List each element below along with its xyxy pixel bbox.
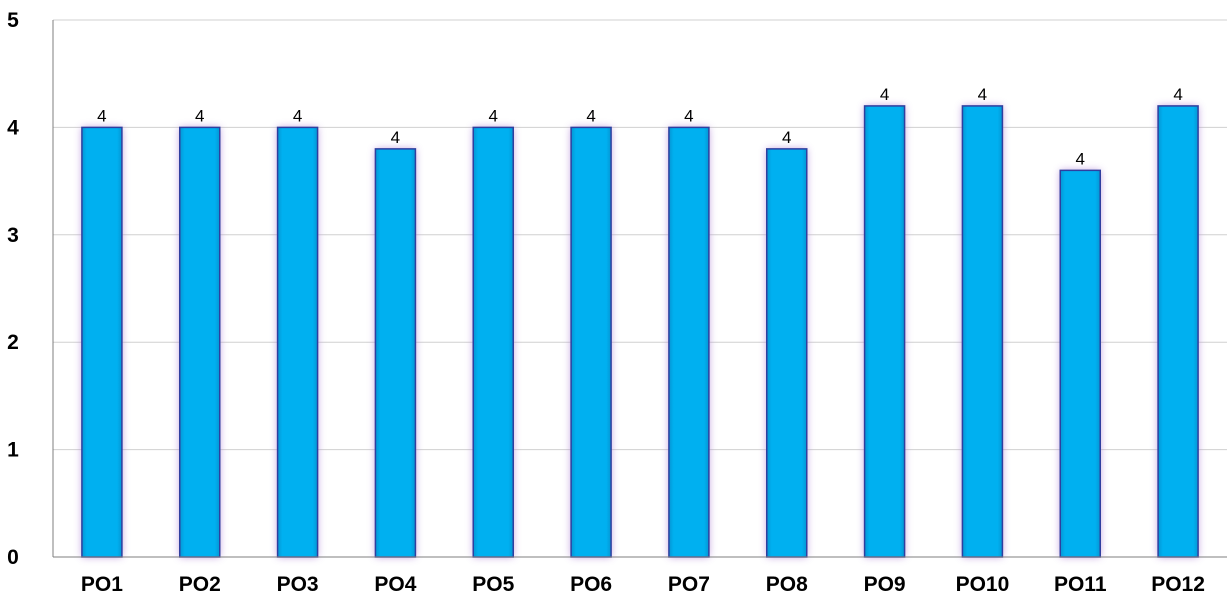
bar xyxy=(766,148,808,558)
data-label: 4 xyxy=(978,85,987,104)
bar-group xyxy=(766,148,808,558)
data-label: 4 xyxy=(880,85,889,104)
data-label: 4 xyxy=(195,106,204,125)
bar-group xyxy=(81,126,123,558)
bar-group xyxy=(472,126,514,558)
y-tick-label: 1 xyxy=(7,439,19,462)
y-tick-label: 0 xyxy=(7,546,19,569)
y-tick-label: 5 xyxy=(7,9,19,32)
x-tick-label: PO4 xyxy=(374,573,416,596)
x-tick-label: PO3 xyxy=(277,573,319,596)
bar-group xyxy=(668,126,710,558)
bar-group xyxy=(961,105,1004,558)
data-labels: 4 4 4 4 4 4 4 4 4 4 4 4 xyxy=(97,85,1183,168)
x-tick-label: PO12 xyxy=(1151,573,1205,596)
x-tick-label: PO9 xyxy=(864,573,906,596)
data-label: 4 xyxy=(391,128,400,147)
bar xyxy=(863,105,906,558)
bar-group xyxy=(863,105,906,558)
bar xyxy=(1157,105,1199,558)
bar xyxy=(1059,169,1101,558)
x-tick-label: PO6 xyxy=(570,573,612,596)
bar-group xyxy=(276,126,319,558)
bar-group xyxy=(570,126,612,558)
y-tick-label: 2 xyxy=(7,331,19,354)
bar-group xyxy=(1059,169,1101,558)
x-tick-label: PO1 xyxy=(81,573,123,596)
data-label: 4 xyxy=(586,106,595,125)
x-tick-label: PO2 xyxy=(179,573,221,596)
bar-group xyxy=(1157,105,1199,558)
bar-group xyxy=(374,148,417,558)
x-tick-label: PO5 xyxy=(472,573,514,596)
data-label: 4 xyxy=(782,128,791,147)
x-tick-label: PO8 xyxy=(766,573,808,596)
bar xyxy=(374,148,417,558)
bar xyxy=(179,126,221,558)
bar xyxy=(276,126,319,558)
y-tick-label: 3 xyxy=(7,224,19,247)
bar xyxy=(472,126,514,558)
bar xyxy=(668,126,710,558)
axes xyxy=(52,20,1227,558)
gridlines xyxy=(53,19,1227,451)
bar xyxy=(570,126,612,558)
data-label: 4 xyxy=(684,106,693,125)
x-tick-label: PO7 xyxy=(668,573,710,596)
x-tick-labels: PO1 PO2 PO3 PO4 PO5 PO6 PO7 PO8 PO9 PO10 PO11 PO12 xyxy=(81,573,1205,596)
data-label: 4 xyxy=(1173,85,1182,104)
bars xyxy=(81,105,1199,558)
data-label: 4 xyxy=(489,106,498,125)
x-tick-label: PO10 xyxy=(956,573,1010,596)
data-label: 4 xyxy=(293,106,302,125)
data-label: 4 xyxy=(1076,149,1085,168)
bar xyxy=(81,126,123,558)
bar xyxy=(961,105,1004,558)
y-tick-label: 4 xyxy=(7,116,19,139)
data-label: 4 xyxy=(97,106,106,125)
y-tick-labels: 0 1 2 3 4 5 xyxy=(7,9,19,569)
x-tick-label: PO11 xyxy=(1054,573,1107,596)
bar-group xyxy=(179,126,221,558)
